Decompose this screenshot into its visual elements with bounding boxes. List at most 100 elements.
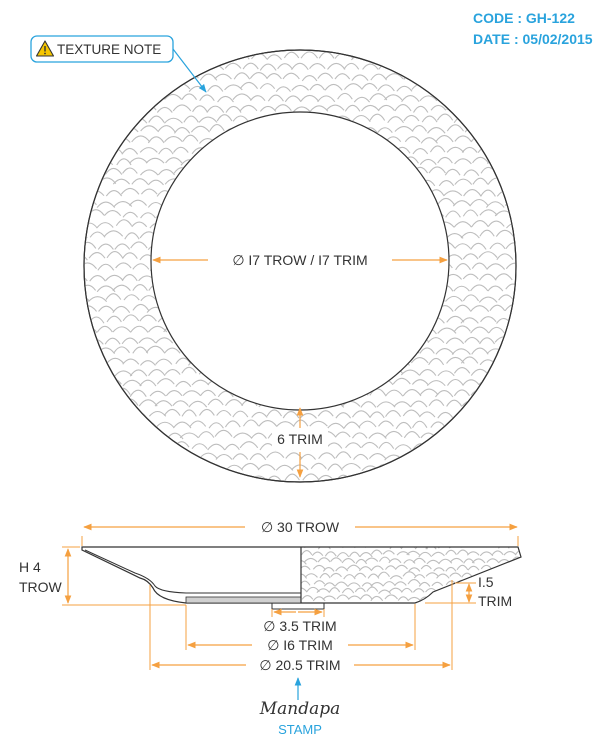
texture-scale <box>425 572 439 577</box>
texture-scale <box>505 242 517 250</box>
texture-scale <box>478 84 497 92</box>
texture-scale <box>403 114 420 122</box>
texture-scale <box>469 409 488 417</box>
texture-scale <box>418 551 433 558</box>
texture-scale <box>181 366 197 374</box>
texture-scale <box>445 64 463 71</box>
texture-scale <box>431 551 445 557</box>
texture-scale <box>84 359 88 366</box>
texture-scale <box>84 115 97 123</box>
texture-scale <box>462 253 479 260</box>
texture-scale <box>139 62 157 69</box>
texture-scale <box>376 401 396 408</box>
texture-scale <box>461 146 478 153</box>
texture-scale <box>105 293 122 300</box>
height-unit: TROW <box>19 579 63 595</box>
texture-scale <box>214 429 233 437</box>
texture-scale <box>284 473 300 481</box>
texture-scale <box>89 359 107 366</box>
texture-scale <box>430 421 446 428</box>
texture-scale <box>147 179 164 186</box>
texture-scale <box>418 411 436 418</box>
texture-scale <box>448 586 462 592</box>
texture-scale <box>312 564 326 570</box>
texture-scale <box>419 347 435 354</box>
texture-scale <box>84 209 90 217</box>
texture-scale <box>164 117 183 124</box>
texture-scale <box>191 443 208 450</box>
texture-scale <box>122 211 139 218</box>
texture-scale <box>115 219 133 227</box>
texture-scale <box>155 421 175 428</box>
texture-scale <box>266 73 282 80</box>
texture-scale <box>389 575 403 580</box>
texture-scale <box>180 474 199 481</box>
texture-scale <box>454 92 472 100</box>
texture-scale <box>242 41 257 47</box>
texture-scale <box>293 419 309 427</box>
texture-scale <box>412 63 429 70</box>
texture-scale <box>418 73 436 80</box>
texture-scale <box>456 549 469 555</box>
texture-scale <box>84 145 91 153</box>
texture-scale <box>341 462 361 469</box>
texture-scale <box>208 422 224 429</box>
texture-scale <box>502 581 515 587</box>
texture-scale <box>471 220 489 228</box>
texture-scale <box>112 178 130 185</box>
texture-scale <box>428 357 445 366</box>
texture-scale <box>412 557 426 563</box>
texture-scale <box>95 474 113 482</box>
texture-scale <box>418 369 437 376</box>
texture-scale <box>84 432 97 439</box>
texture-scale <box>250 95 266 101</box>
texture-scale <box>114 74 132 81</box>
texture-scale <box>84 241 97 249</box>
texture-note-callout: TEXTURE NOTE <box>30 35 207 93</box>
texture-scale <box>130 241 148 249</box>
texture-scale <box>402 571 417 577</box>
side-view: ∅ 30 TROW H 4 TROW I.5 TRIM ∅ 3.5 TRIM ∅… <box>19 519 522 673</box>
texture-scale <box>369 113 386 121</box>
texture-scale <box>364 547 377 548</box>
texture-scale <box>106 251 124 259</box>
texture-scale <box>488 474 505 481</box>
texture-scale <box>462 294 480 302</box>
texture-scale <box>479 551 494 557</box>
texture-scale <box>494 273 513 281</box>
texture-scale <box>343 574 356 580</box>
texture-scale <box>496 358 514 366</box>
texture-scale <box>183 115 199 123</box>
texture-scale <box>97 135 116 143</box>
texture-scale <box>486 558 499 563</box>
texture-scale <box>471 72 487 80</box>
texture-scale <box>303 557 318 563</box>
date-label: DATE : 05/02/2015 <box>473 31 593 47</box>
texture-scale <box>309 83 326 91</box>
texture-scale <box>454 473 471 480</box>
texture-scale <box>192 105 208 113</box>
texture-scale <box>217 95 234 103</box>
texture-scale <box>490 369 506 376</box>
side-profile-outline <box>81 546 522 604</box>
texture-scale <box>89 231 106 238</box>
texture-scale <box>116 158 132 166</box>
texture-scale <box>489 72 505 80</box>
texture-scale <box>438 558 453 564</box>
texture-scale <box>471 558 486 564</box>
texture-scale <box>139 314 157 322</box>
texture-scale <box>259 63 277 71</box>
texture-scale <box>369 411 385 419</box>
texture-scale <box>419 158 437 165</box>
texture-scale <box>446 146 465 153</box>
texture-scale <box>402 474 422 481</box>
texture-scale <box>371 565 384 571</box>
texture-scale <box>396 551 410 556</box>
texture-scale <box>353 96 371 103</box>
texture-scale <box>327 463 343 471</box>
texture-scale <box>445 566 457 572</box>
texture-scale <box>343 83 363 90</box>
texture-scale <box>129 74 147 80</box>
texture-scale <box>139 379 157 387</box>
texture-scale <box>301 595 314 600</box>
